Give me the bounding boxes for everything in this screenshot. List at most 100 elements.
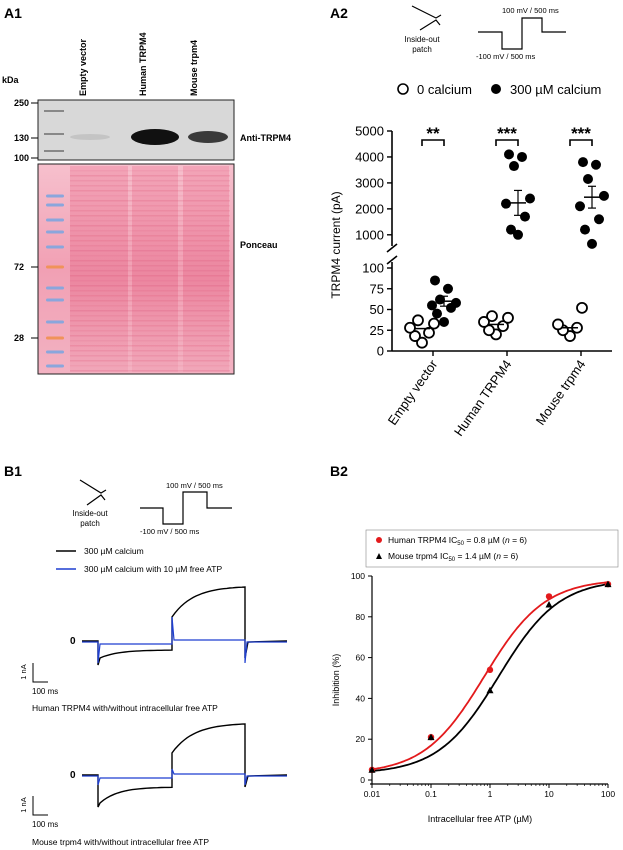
point-300-calcium xyxy=(439,316,449,327)
ladder-mark xyxy=(46,230,64,234)
ponceau-band xyxy=(70,330,230,332)
ponceau-lane xyxy=(183,166,229,372)
point-0-calcium xyxy=(428,317,440,330)
panel-label-a1: A1 xyxy=(4,5,22,21)
panel-b2: B2 Human TRPM4 IC50 = 0.8 µM (n = 6) Mou… xyxy=(330,463,619,824)
caption-mouse: Mouse trpm4 with/without intracellular f… xyxy=(32,837,209,847)
y-tick-label: 50 xyxy=(370,302,384,317)
marker-130: 130 xyxy=(14,133,29,143)
patch-label-2: patch xyxy=(80,519,100,528)
legend-black-label: 300 µM calcium xyxy=(84,546,144,556)
ponceau-band xyxy=(70,315,230,317)
x-tick-label: 0.1 xyxy=(425,789,437,799)
ponceau-band xyxy=(70,300,230,302)
patch-label-2: patch xyxy=(412,45,432,54)
ponceau-band xyxy=(70,350,230,352)
scale-x-label: 100 ms xyxy=(32,687,58,696)
ladder-band xyxy=(44,133,64,135)
panel-label-b2: B2 xyxy=(330,463,348,479)
ladder-mark xyxy=(46,203,64,207)
point-300-calcium xyxy=(504,149,514,160)
y-tick-label: 100 xyxy=(362,261,384,276)
ponceau-band xyxy=(70,355,230,357)
legend-filled-label: 300 µM calcium xyxy=(510,82,601,97)
ponceau-band xyxy=(70,190,230,192)
ponceau-band xyxy=(70,185,230,187)
ponceau-band xyxy=(70,200,230,202)
point-0-calcium xyxy=(416,336,428,349)
ponceau-band xyxy=(70,340,230,342)
ponceau-lane xyxy=(132,166,178,372)
point-300-calcium xyxy=(432,308,442,319)
ladder-mark xyxy=(46,194,64,198)
x-tick-label: 100 xyxy=(601,789,615,799)
y-tick-label: 4000 xyxy=(355,149,384,164)
legend-box xyxy=(365,529,619,568)
ponceau-band xyxy=(70,370,230,372)
y-tick-label: 20 xyxy=(356,734,366,744)
legend-human-marker xyxy=(376,537,382,543)
point-human xyxy=(486,666,494,674)
point-300-calcium xyxy=(599,190,609,201)
point-0-calcium xyxy=(552,318,564,331)
ponceau-band xyxy=(70,240,230,242)
point-300-calcium xyxy=(506,224,516,235)
significance-bracket xyxy=(421,139,445,146)
y-tick-label: 3000 xyxy=(355,175,384,190)
significance-brackets: ** *** *** xyxy=(421,124,593,146)
curve-human xyxy=(371,581,609,771)
y-tick-label: 2000 xyxy=(355,201,384,216)
point-300-calcium xyxy=(591,159,601,170)
legend-open-label: 0 calcium xyxy=(417,82,472,97)
point-0-calcium xyxy=(576,301,588,314)
patch-label-1: Inside-out xyxy=(72,509,108,518)
scale-y-label: 1 nA xyxy=(19,797,28,812)
patch-label-1: Inside-out xyxy=(404,35,440,44)
scale-x-label: 100 ms xyxy=(32,820,58,829)
blot-label: Anti-TRPM4 xyxy=(240,133,291,143)
category-labels: Empty vector Human TRPM4 Mouse trpm4 xyxy=(385,357,589,439)
scale-y-label: 1 nA xyxy=(19,664,28,679)
trace-human xyxy=(82,586,288,666)
point-mouse xyxy=(427,733,435,741)
point-0-calcium xyxy=(423,326,435,339)
ponceau-band xyxy=(70,345,230,347)
point-300-calcium xyxy=(575,201,585,212)
point-0-calcium xyxy=(404,321,416,334)
legend-open-marker xyxy=(397,83,409,95)
significance-bracket xyxy=(495,139,519,146)
point-0-calcium xyxy=(497,320,509,333)
ponceau-band xyxy=(70,215,230,217)
ponceau-band xyxy=(70,325,230,327)
ponceau-band xyxy=(70,175,230,177)
voltage-protocol xyxy=(478,17,566,50)
y-tick-label: 80 xyxy=(356,612,366,622)
ponceau-band xyxy=(70,170,230,172)
ponceau-band xyxy=(70,270,230,272)
point-0-calcium xyxy=(483,324,495,337)
ponceau-band xyxy=(70,255,230,257)
lane-label-mouse: Mouse trpm4 xyxy=(189,40,199,96)
trace-300-calcium-atp xyxy=(82,616,287,664)
ponceau-band xyxy=(70,250,230,252)
marker-28: 28 xyxy=(14,333,24,343)
legend-blue-label: 300 µM calcium with 10 µM free ATP xyxy=(84,564,222,574)
point-300-calcium xyxy=(578,157,588,168)
ponceau-band xyxy=(70,335,230,337)
point-0-calcium xyxy=(409,330,421,342)
protocol-low-label: -100 mV / 500 ms xyxy=(140,527,199,536)
ponceau-band xyxy=(70,280,230,282)
y-tick-label: 1000 xyxy=(355,227,384,242)
scale-bar xyxy=(32,663,48,683)
point-300-calcium xyxy=(517,151,527,162)
ponceau-band xyxy=(70,245,230,247)
point-mouse xyxy=(486,686,494,694)
panel-a1: A1 kDa Empty vector Human TRPM4 Mouse tr… xyxy=(2,5,291,375)
point-mouse xyxy=(545,601,553,608)
trace-300-calcium xyxy=(82,723,288,808)
ponceau-band xyxy=(70,295,230,297)
legend-mouse-text: Mouse trpm4 IC50 = 1.4 µM (n = 6) xyxy=(388,551,518,563)
ladder-mark xyxy=(46,298,64,302)
ponceau-band xyxy=(70,305,230,307)
